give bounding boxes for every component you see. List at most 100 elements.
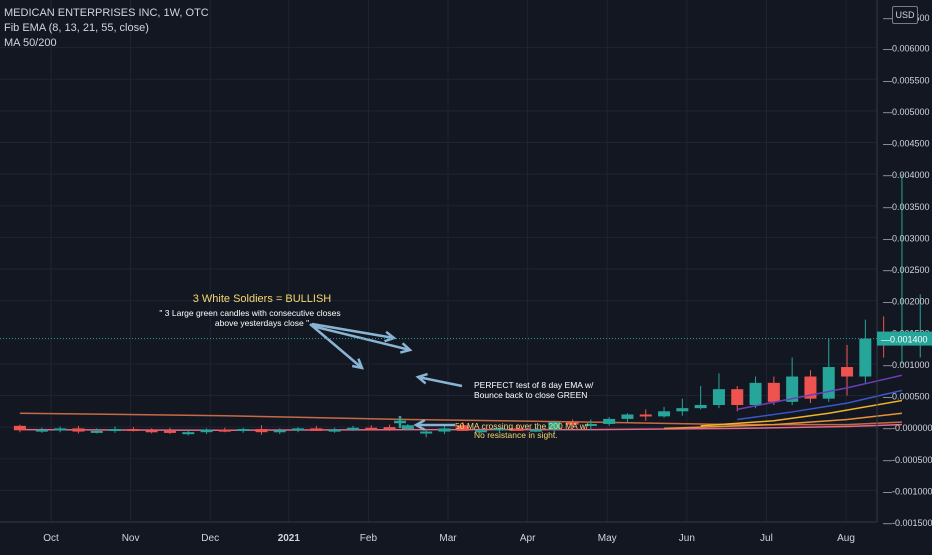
candle[interactable] bbox=[365, 425, 378, 431]
annotation-arrow-head bbox=[384, 330, 397, 343]
x-tick-label: Dec bbox=[201, 533, 219, 544]
fib-ema-indicator-label[interactable]: Fib EMA (8, 13, 21, 55, close) bbox=[4, 22, 149, 34]
annotation-note1-line1: PERFECT test of 8 day EMA w/ bbox=[474, 380, 594, 390]
x-tick-label: Jul bbox=[760, 533, 773, 544]
candle-body bbox=[529, 429, 542, 432]
candle-body bbox=[72, 428, 85, 432]
annotation-arrow bbox=[415, 372, 463, 388]
current-price-label: —0.001400 bbox=[881, 335, 928, 345]
candle[interactable] bbox=[475, 428, 488, 434]
annotation-arrow-head bbox=[413, 419, 426, 431]
candle[interactable] bbox=[401, 423, 414, 431]
candle-body bbox=[731, 389, 744, 405]
candle-body bbox=[859, 338, 872, 377]
candle-body bbox=[420, 431, 433, 434]
candle[interactable] bbox=[841, 344, 854, 396]
annotation-arrow bbox=[413, 419, 455, 431]
y-tick-label: —0.002500 bbox=[883, 265, 930, 275]
candle-body bbox=[346, 427, 359, 430]
candle-body bbox=[90, 430, 103, 433]
candle-body bbox=[712, 389, 725, 405]
candle[interactable] bbox=[456, 422, 469, 431]
y-tick-label: —0.006000 bbox=[883, 44, 930, 54]
candle[interactable] bbox=[658, 406, 671, 418]
candle[interactable] bbox=[859, 319, 872, 383]
candle[interactable] bbox=[200, 428, 213, 435]
candle[interactable] bbox=[694, 386, 707, 410]
candle-body bbox=[383, 427, 396, 430]
candle[interactable] bbox=[383, 424, 396, 431]
candle[interactable] bbox=[255, 425, 268, 435]
ema-line bbox=[700, 399, 903, 427]
candle-body bbox=[749, 382, 762, 405]
candle-body bbox=[182, 432, 195, 435]
candle-body bbox=[456, 425, 469, 431]
x-tick-label: 2021 bbox=[278, 533, 301, 544]
chart-legend: MEDICAN ENTERPRISES INC, 1W, OTC Fib EMA… bbox=[4, 6, 209, 51]
candle-body bbox=[767, 382, 780, 402]
candle[interactable] bbox=[420, 430, 433, 438]
candle-body bbox=[35, 429, 48, 432]
candle[interactable] bbox=[529, 427, 542, 433]
annotation-arrow-head bbox=[351, 358, 364, 370]
currency-badge[interactable]: USD bbox=[892, 6, 918, 24]
candle-body bbox=[822, 367, 835, 399]
candle-body bbox=[584, 423, 597, 426]
candle[interactable] bbox=[621, 413, 634, 423]
candle[interactable] bbox=[749, 376, 762, 409]
candle[interactable] bbox=[603, 417, 616, 426]
candle[interactable] bbox=[13, 424, 26, 433]
x-tick-label: Apr bbox=[520, 533, 536, 544]
candle[interactable] bbox=[127, 427, 140, 432]
annotation-note1-line2: Bounce back to close GREEN bbox=[474, 390, 587, 400]
candle[interactable] bbox=[109, 426, 122, 433]
candle[interactable] bbox=[182, 429, 195, 436]
candle-body bbox=[658, 411, 671, 417]
candle[interactable] bbox=[548, 420, 561, 434]
candle-body bbox=[200, 429, 213, 433]
candle[interactable] bbox=[72, 425, 85, 434]
symbol-title[interactable]: MEDICAN ENTERPRISES INC, 1W, OTC bbox=[4, 7, 209, 19]
ma-indicator-label[interactable]: MA 50/200 bbox=[4, 37, 57, 49]
candle[interactable] bbox=[584, 419, 597, 431]
candle[interactable] bbox=[292, 427, 305, 433]
y-tick-label: —0.003500 bbox=[883, 202, 930, 212]
annotation-subtitle-line1: " 3 Large green candles with consecutive… bbox=[159, 308, 340, 318]
candle[interactable] bbox=[639, 409, 652, 421]
candle[interactable] bbox=[328, 427, 341, 433]
candle[interactable] bbox=[493, 427, 506, 433]
annotation-arrow bbox=[309, 323, 364, 370]
candle[interactable] bbox=[163, 427, 176, 435]
ema-line bbox=[737, 389, 903, 421]
candle[interactable] bbox=[273, 428, 286, 435]
candle[interactable] bbox=[767, 376, 780, 405]
candle[interactable] bbox=[786, 357, 799, 405]
candle[interactable] bbox=[731, 386, 744, 412]
candle[interactable] bbox=[676, 398, 689, 416]
candle[interactable] bbox=[511, 425, 524, 431]
candle[interactable] bbox=[310, 425, 323, 431]
candle[interactable] bbox=[54, 426, 67, 433]
annotation-arrow-shaft bbox=[311, 322, 395, 340]
candle-body bbox=[841, 367, 854, 377]
candles bbox=[13, 174, 927, 438]
x-tick-label: May bbox=[598, 533, 617, 544]
candle-body bbox=[511, 428, 524, 431]
candle[interactable] bbox=[90, 428, 103, 434]
annotation-arrow-shaft bbox=[311, 324, 411, 352]
annotation-note2-line1: 50 MA crossing over the 200 MA w/ bbox=[455, 421, 589, 431]
candle[interactable] bbox=[566, 419, 579, 428]
candle[interactable] bbox=[35, 427, 48, 433]
candle[interactable] bbox=[346, 425, 359, 431]
annotation-arrow-head bbox=[400, 342, 413, 354]
candle-body bbox=[109, 429, 122, 432]
candle[interactable] bbox=[218, 427, 231, 433]
candle[interactable] bbox=[804, 370, 817, 404]
y-tick-label: —0.002000 bbox=[883, 297, 930, 307]
candle[interactable] bbox=[145, 428, 158, 434]
candle[interactable] bbox=[712, 373, 725, 409]
candle[interactable] bbox=[237, 427, 250, 433]
